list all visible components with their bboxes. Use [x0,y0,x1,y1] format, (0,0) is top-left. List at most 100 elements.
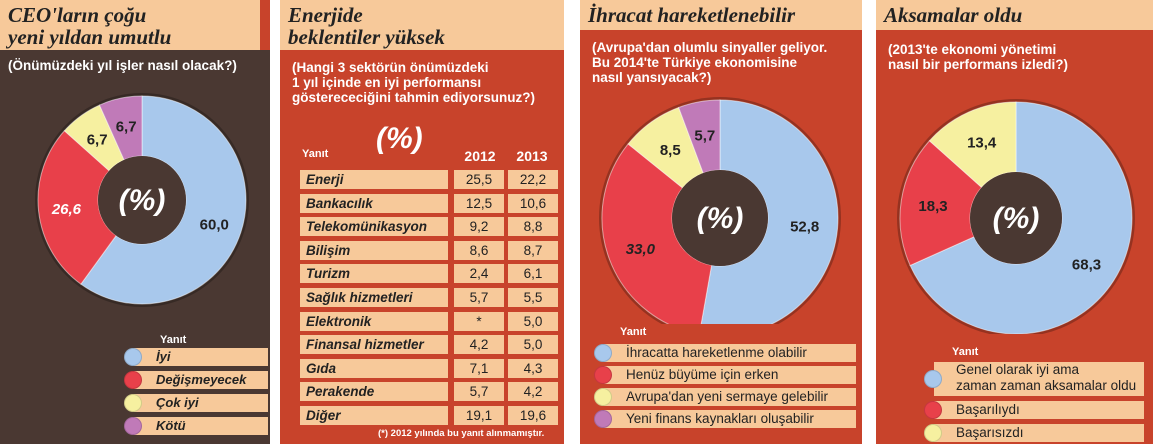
table-cell: 4,2 [508,382,558,402]
legend-label: Değişmeyecek [134,371,268,389]
table-cell: 5,0 [508,335,558,355]
table-cell: Turizm [300,264,448,284]
table-cell: Elektronik [300,311,448,331]
donut-chart: 68,3 18,3 13,4 (%) [897,99,1135,334]
question-line: nasıl yansıyacak?) [592,70,712,85]
donut-hole [970,172,1062,264]
legend-swatch [924,401,942,419]
slice-value-label: 8,5 [660,142,681,159]
legend-label: Yeni finans kaynakları oluşabilir [604,410,856,428]
table-row: Diğer 19,1 19,6 [300,406,562,425]
table-cell: 5,0 [508,311,558,331]
table-cell: Perakende [300,382,448,402]
title-line: yeni yıldan umutlu [8,25,172,49]
table-cell: 22,2 [508,170,558,189]
donut-slice-1 [700,99,839,324]
table-cell: 8,8 [508,217,558,237]
question-text: (Avrupa'dan olumlu sinyaller geliyor. Bu… [592,40,827,85]
title-fold [260,0,270,50]
title-line: İhracat hareketlenebilir [588,3,796,27]
footnote: (*) 2012 yılında bu yanıt alınmamıştır. [378,428,545,439]
donut-hole [98,156,186,244]
table-row: Telekomünikasyon 9,2 8,8 [300,217,562,237]
legend-swatch [924,370,942,388]
question-line: (Avrupa'dan olumlu sinyaller geliyor. [592,40,828,55]
legend-label-line: Kötü [156,418,186,433]
legend-label: Avrupa'dan yeni sermaye gelebilir [604,388,856,406]
slice-value-label: 5,7 [694,127,715,144]
title-line: CEO'ların çoğu [8,3,147,27]
table-cell: Enerji [300,170,448,189]
table-cell: 4,3 [508,358,558,378]
panel-exports: İhracat hareketlenebilir (Avrupa'dan olu… [580,0,862,444]
table-header-cell: Yanıt [302,148,329,160]
table-row: Elektronik * 5,0 [300,311,562,331]
panel-sectors: Enerjide beklentiler yüksek (Hangi 3 sek… [280,0,564,444]
question-line: (Hangi 3 sektörün önümüzdeki [292,60,489,75]
legend-label: Çok iyi [134,394,268,412]
slice-value-label: 6,7 [87,132,108,149]
table-cell: 10,6 [508,193,558,213]
legend-swatch [594,344,612,362]
question-text: (Önümüzdeki yıl işler nasıl olacak?) [8,58,237,73]
question-text: (2013'te ekonomi yönetimi nasıl bir perf… [888,42,1068,72]
table-cell: 8,7 [508,240,558,260]
slice-value-label: 52,8 [790,218,819,235]
table-row: Turizm 2,4 6,1 [300,264,562,284]
legend-swatch [594,388,612,406]
slice-value-label: 68,3 [1072,257,1101,274]
legend-label-line: İhracatta hareketlenme olabilir [626,345,807,360]
panel-title: Enerjide beklentiler yüksek [280,0,564,50]
donut-hole [672,170,768,266]
donut-chart: 60,0 26,6 6,7 6,7 (%) [35,93,249,307]
legend-label: Başarısızdı [934,424,1144,442]
table-cell: Telekomünikasyon [300,217,448,237]
slice-value-label: 6,7 [116,119,137,136]
question-line: gösterececiğini tahmin ediyorsunuz?) [292,90,536,105]
table-cell: Bankacılık [300,193,448,213]
table-row: Bilişim 8,6 8,7 [300,240,562,260]
legend-label-line: Başarısızdı [956,425,1024,440]
legend-label-line: Avrupa'dan yeni sermaye gelebilir [626,389,828,404]
donut-center-label: (%) [697,202,744,235]
panel-title: Aksamalar oldu [876,0,1153,30]
donut-slice-3 [928,101,1017,189]
question-text: (Hangi 3 sektörün önümüzdeki 1 yıl içind… [292,60,535,105]
panel-performance: Aksamalar oldu (2013'te ekonomi yönetimi… [876,0,1153,444]
table-cell: 7,1 [454,358,504,378]
donut-center-label: (%) [119,184,166,217]
slice-value-label: 26,6 [51,201,82,218]
panel-title: CEO'ların çoğu yeni yıldan umutlu [0,0,260,50]
table-row: Sağlık hizmetleri 5,7 5,5 [300,288,562,307]
title-line: Aksamalar oldu [884,3,1023,27]
legend-label-line: Çok iyi [156,395,199,410]
table-cell: 6,1 [508,264,558,284]
legend-title: Yanıt [160,334,187,346]
table-cell: 5,5 [508,288,558,307]
question-line: (2013'te ekonomi yönetimi [888,42,1057,57]
table-cell: 8,6 [454,240,504,260]
legend-label: İyi [134,348,268,366]
table-cell: 5,7 [454,288,504,307]
table-cell: Sağlık hizmetleri [300,288,448,307]
table-row: Enerji 25,5 22,2 [300,170,562,189]
legend-swatch [124,417,142,435]
slice-value-label: 13,4 [967,134,997,151]
legend-label-line: İyi [156,349,171,364]
table-cell: Finansal hizmetler [300,335,448,355]
table-header-cell: 2012 [464,148,496,164]
unit-label: (%) [376,122,423,155]
slice-value-label: 33,0 [626,241,656,258]
table-cell: 9,2 [454,217,504,237]
legend-label-line: Yeni finans kaynakları oluşabilir [626,411,814,426]
legend-label: Genel olarak iyi ama zaman zaman aksamala… [934,362,1144,396]
legend-title: Yanıt [952,346,979,358]
table-row: Gıda 7,1 4,3 [300,358,562,378]
table-cell: 12,5 [454,193,504,213]
table-cell: 19,1 [454,406,504,425]
legend-label: Henüz büyüme için erken [604,366,856,384]
slice-value-label: 18,3 [918,198,947,215]
table-cell: * [454,311,504,331]
legend-label-line: Başarılıydı [956,402,1020,417]
legend-swatch [124,348,142,366]
